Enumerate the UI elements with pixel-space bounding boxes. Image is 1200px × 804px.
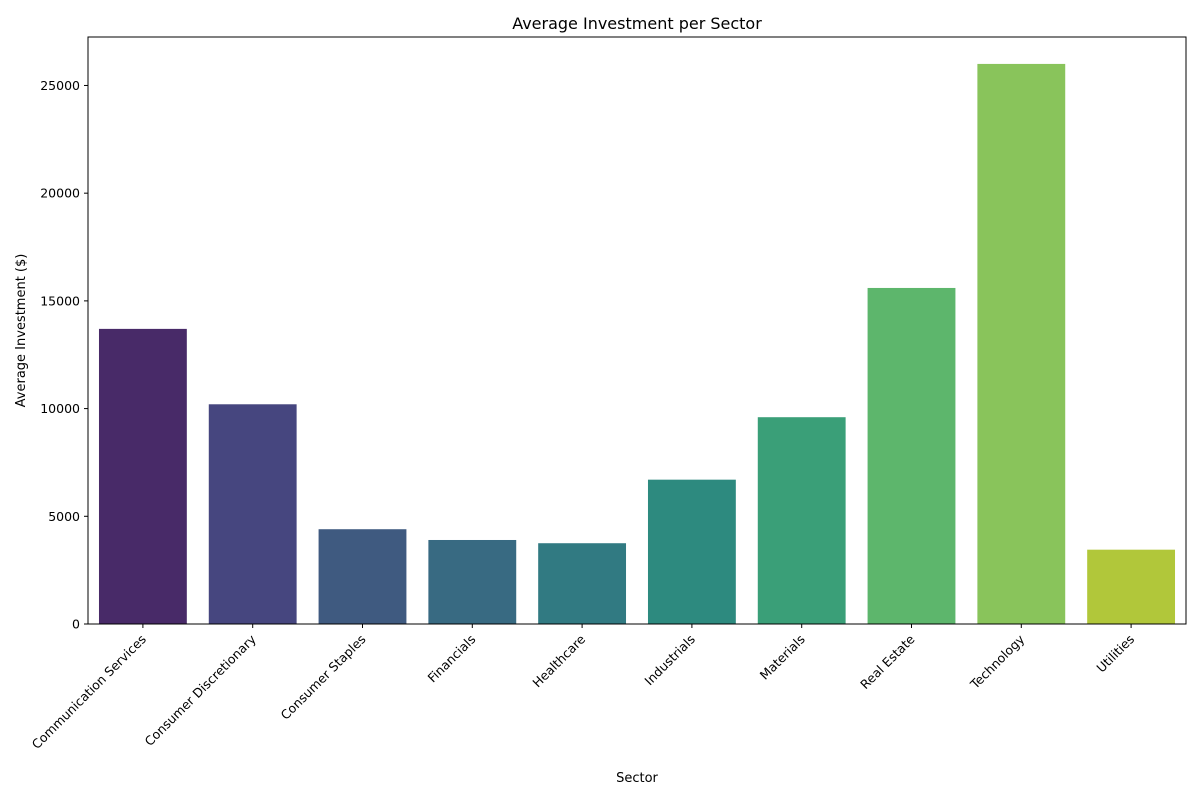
plot-frame: [87, 36, 1187, 625]
x-tick-label: Communication Services: [29, 632, 149, 752]
bar-financials: [428, 539, 517, 624]
y-tick-label: 25000: [40, 78, 80, 93]
y-tick-label: 10000: [40, 401, 80, 416]
y-axis-label: Average Investment ($): [14, 254, 29, 408]
x-tick-label: Industrials: [641, 632, 698, 689]
chart-title: Average Investment per Sector: [512, 14, 762, 33]
x-tick-label: Healthcare: [529, 631, 588, 690]
y-tick-label: 5000: [48, 509, 80, 524]
x-tick-label: Utilities: [1093, 632, 1137, 676]
bar-communication-services: [98, 328, 187, 624]
bars-layer: [98, 63, 1176, 624]
x-axis-label: Sector: [616, 771, 658, 786]
bar-healthcare: [538, 543, 627, 624]
bar-materials: [757, 417, 846, 624]
bar-consumer-staples: [318, 529, 407, 624]
x-tick-label: Consumer Staples: [278, 632, 369, 723]
y-tick-label: 20000: [40, 186, 80, 201]
bar-real-estate: [867, 287, 956, 624]
x-tick-label: Technology: [967, 631, 1028, 692]
x-tick-label: Consumer Discretionary: [142, 631, 260, 749]
y-axis: 0 5000 10000 15000 20000 25000: [40, 78, 88, 632]
bar-technology: [977, 63, 1066, 624]
bar-consumer-discretionary: [208, 404, 297, 624]
bar-industrials: [647, 479, 736, 624]
x-tick-label: Real Estate: [857, 631, 918, 692]
x-tick-label: Materials: [757, 632, 808, 683]
x-tick-label: Financials: [425, 632, 479, 686]
y-tick-label: 15000: [40, 293, 80, 308]
bar-utilities: [1087, 549, 1176, 624]
y-tick-label: 0: [72, 617, 80, 632]
